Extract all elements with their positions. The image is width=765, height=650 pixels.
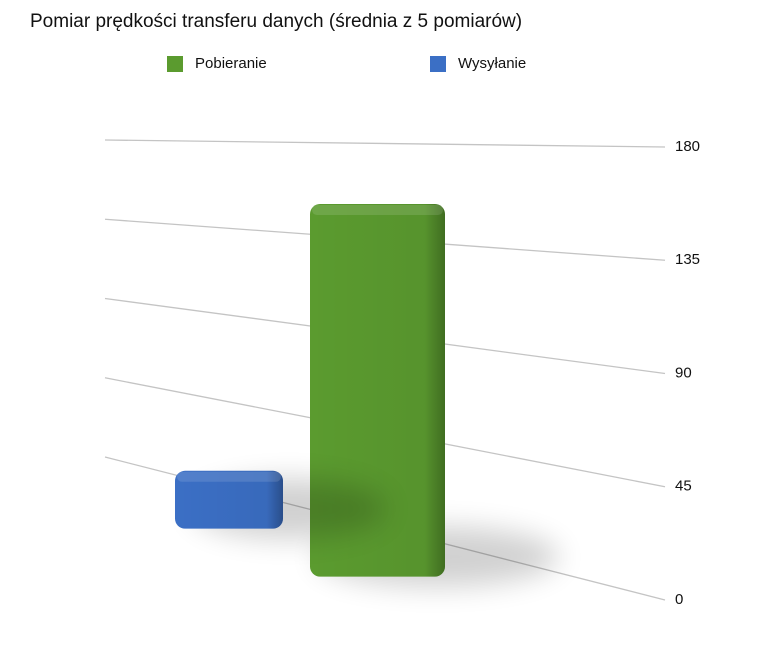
- y-tick-label: 180: [675, 138, 700, 155]
- bar-shade: [175, 470, 283, 529]
- bar-shade: [310, 204, 445, 577]
- bars: [175, 204, 559, 587]
- y-tick-label: 0: [675, 591, 683, 608]
- legend-swatch: [167, 56, 183, 72]
- y-tick-label: 135: [675, 251, 700, 268]
- legend-swatch: [430, 56, 446, 72]
- legend: Pobieranie Wysyłanie: [167, 55, 526, 72]
- y-tick-label: 90: [675, 364, 692, 381]
- legend-label: Pobieranie: [195, 55, 267, 72]
- chart-title: Pomiar prędkości transferu danych (średn…: [30, 11, 522, 32]
- y-tick-label: 45: [675, 478, 692, 495]
- legend-label: Wysyłanie: [458, 55, 526, 72]
- bar-top: [177, 471, 281, 482]
- bar-top: [312, 205, 443, 216]
- grid-line: [104, 139, 666, 148]
